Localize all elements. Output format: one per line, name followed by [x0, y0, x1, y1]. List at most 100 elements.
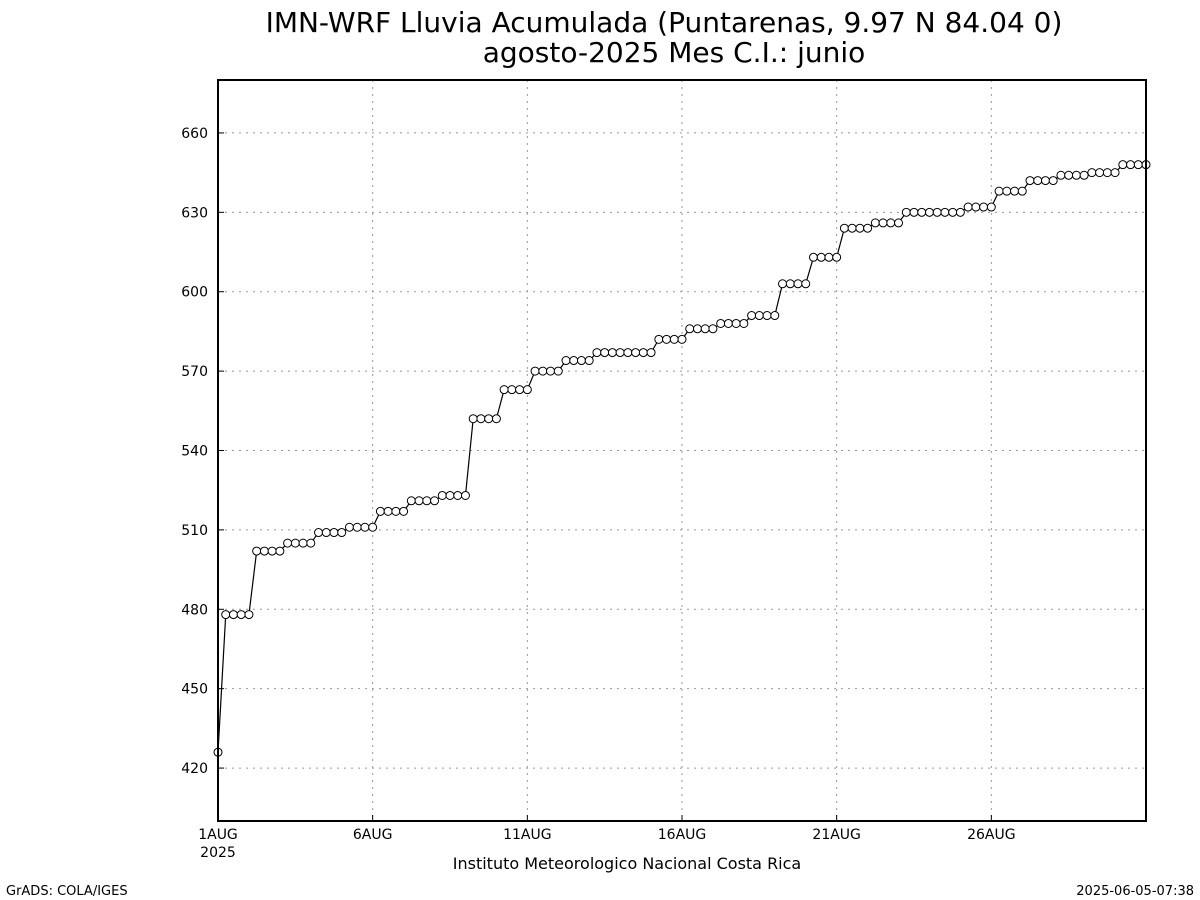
data-point	[986, 202, 996, 212]
data-point	[1025, 176, 1035, 186]
data-point	[909, 207, 919, 217]
data-point	[468, 414, 478, 424]
data-point	[476, 414, 486, 424]
chart-title: IMN-WRF Lluvia Acumulada (Puntarenas, 9.…	[266, 6, 1063, 39]
data-point	[507, 385, 517, 395]
data-point	[894, 218, 904, 228]
data-point	[228, 610, 238, 620]
data-point	[1102, 168, 1112, 178]
data-point	[592, 348, 602, 358]
data-point	[847, 223, 857, 233]
data-point	[723, 318, 733, 328]
data-point	[1095, 168, 1105, 178]
x-tick-sublabel: 2025	[200, 845, 236, 861]
y-tick-label: 540	[181, 444, 208, 460]
data-point	[600, 348, 610, 358]
data-point	[1010, 186, 1020, 196]
data-point	[244, 610, 254, 620]
data-point	[1133, 160, 1143, 170]
data-point	[855, 223, 865, 233]
data-point	[422, 496, 432, 506]
data-point	[414, 496, 424, 506]
data-point	[948, 207, 958, 217]
y-tick-label: 630	[181, 205, 208, 221]
data-point	[731, 318, 741, 328]
data-point	[1064, 170, 1074, 180]
data-point	[824, 252, 834, 262]
data-point	[391, 506, 401, 516]
data-point	[437, 490, 447, 500]
data-point	[662, 334, 672, 344]
data-point	[267, 546, 277, 556]
data-point	[252, 546, 262, 556]
data-point	[576, 356, 586, 366]
x-tick-label: 26AUG	[967, 827, 1016, 843]
data-point	[677, 334, 687, 344]
y-tick-label: 450	[181, 682, 208, 698]
data-point	[878, 218, 888, 228]
data-point	[1087, 168, 1097, 178]
x-tick-label: 11AUG	[503, 827, 552, 843]
data-point	[290, 538, 300, 548]
data-point	[785, 279, 795, 289]
data-point	[994, 186, 1004, 196]
x-tick-label: 16AUG	[658, 827, 707, 843]
data-point	[406, 496, 416, 506]
data-point	[754, 311, 764, 321]
data-point	[352, 522, 362, 532]
y-tick-label: 660	[181, 126, 208, 142]
data-point	[770, 311, 780, 321]
data-point	[283, 538, 293, 548]
data-point	[778, 279, 788, 289]
data-point	[484, 414, 494, 424]
data-point	[344, 522, 354, 532]
data-point	[716, 318, 726, 328]
data-point	[870, 218, 880, 228]
data-point	[1017, 186, 1027, 196]
data-point	[700, 324, 710, 334]
data-point	[832, 252, 842, 262]
data-point	[259, 546, 269, 556]
data-point	[955, 207, 965, 217]
x-tick-label: 21AUG	[812, 827, 861, 843]
footer-right: 2025-06-05-07:38	[1076, 884, 1194, 899]
data-point	[669, 334, 679, 344]
data-point	[499, 385, 509, 395]
data-point	[762, 311, 772, 321]
x-axis-label: Instituto Meteorologico Nacional Costa R…	[453, 854, 801, 873]
data-point	[360, 522, 370, 532]
data-point	[971, 202, 981, 212]
data-point	[515, 385, 525, 395]
data-point	[460, 490, 470, 500]
data-point	[863, 223, 873, 233]
data-point	[801, 279, 811, 289]
y-axis-ticks: 420 450 480 510 540 570 600 630 660	[181, 126, 224, 777]
data-point	[692, 324, 702, 334]
data-point	[1071, 170, 1081, 180]
x-axis-ticks: 1AUG 2025 6AUG 11AUG 16AUG 21AUG 26AUG	[198, 815, 1016, 861]
data-point	[685, 324, 695, 334]
data-point	[654, 334, 664, 344]
plot-frame	[217, 79, 1147, 822]
data-point	[399, 506, 409, 516]
data-point	[329, 528, 339, 538]
data-point	[1002, 186, 1012, 196]
data-point	[306, 538, 316, 548]
series-group	[213, 160, 1151, 757]
data-point	[546, 366, 556, 376]
data-point	[924, 207, 934, 217]
data-point	[561, 356, 571, 366]
data-point	[337, 528, 347, 538]
data-point	[615, 348, 625, 358]
data-point	[522, 385, 532, 395]
y-tick-label: 510	[181, 523, 208, 539]
data-point	[1033, 176, 1043, 186]
data-point	[808, 252, 818, 262]
data-point	[553, 366, 563, 376]
data-point	[747, 311, 757, 321]
data-point	[638, 348, 648, 358]
data-point	[1110, 168, 1120, 178]
data-point	[631, 348, 641, 358]
data-point	[221, 610, 231, 620]
